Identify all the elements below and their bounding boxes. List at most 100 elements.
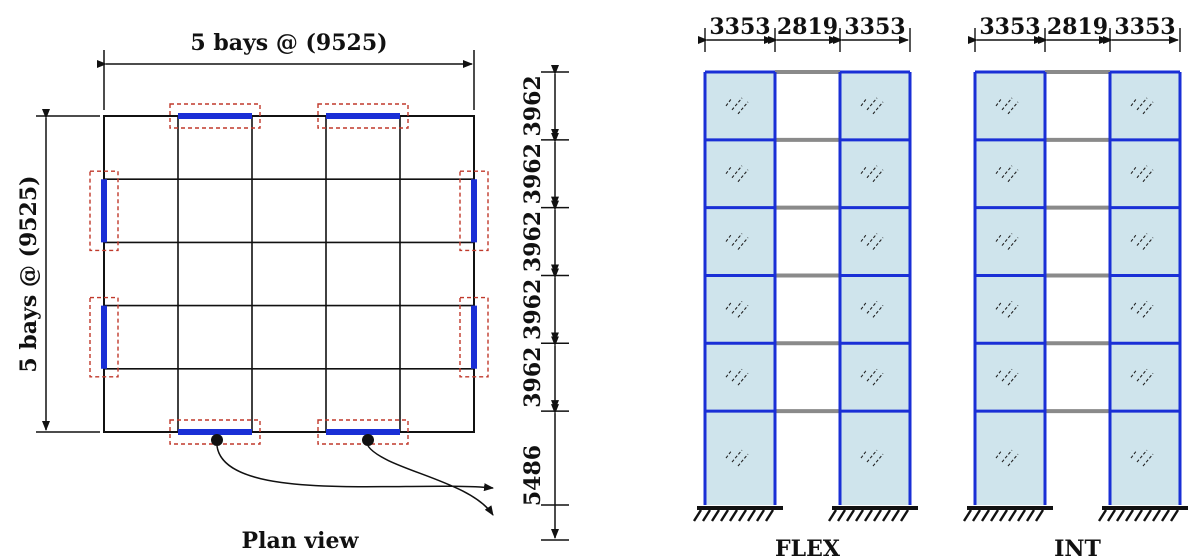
- panel-hatch: [725, 301, 733, 310]
- panel-hatch: [872, 101, 884, 115]
- panel-hatch: [995, 233, 1003, 242]
- fixed-support-hatch: [836, 509, 847, 522]
- callout-arrow-right: [367, 445, 494, 516]
- panel-hatch: [866, 368, 878, 382]
- panel-hatch: [1136, 165, 1148, 179]
- fixed-support-hatch: [890, 509, 901, 522]
- fixed-support-hatch: [899, 509, 910, 522]
- wall-panel: [975, 72, 1045, 505]
- wall-highlight-box: [89, 170, 119, 252]
- bay-width-label: 2819: [1047, 14, 1108, 40]
- plan-outline: [103, 115, 475, 433]
- panel-hatch: [1007, 169, 1019, 183]
- panel-hatch: [860, 368, 868, 378]
- bay-width-label: 3353: [979, 14, 1040, 40]
- panel-hatch: [737, 237, 749, 250]
- fixed-support-hatch: [1025, 509, 1036, 522]
- panel-hatch: [1001, 368, 1013, 382]
- fixed-support-hatch: [971, 509, 982, 522]
- panel-hatch: [1007, 372, 1019, 386]
- panel-hatch: [1001, 97, 1013, 111]
- panel-hatch: [1136, 368, 1148, 382]
- panel-hatch: [731, 165, 743, 179]
- panel-hatch: [737, 169, 749, 183]
- story-height-dimensions: 3962 3962 3962 3962 3962 5486: [520, 65, 569, 541]
- panel-hatch: [1142, 237, 1154, 250]
- plan-callout: [211, 434, 494, 516]
- elevation-caption: FLEX: [775, 536, 841, 560]
- story-height-label: 3962: [520, 143, 546, 204]
- wall-highlight-box: [169, 103, 261, 129]
- panel-hatch: [872, 305, 884, 318]
- panel-hatch: [1007, 305, 1019, 318]
- panel-hatch: [1007, 453, 1019, 467]
- wall-highlight-box: [459, 296, 489, 378]
- panel-hatch: [1130, 97, 1138, 107]
- panel-hatch: [860, 449, 868, 459]
- panel-hatch: [860, 233, 868, 242]
- fixed-support-hatch: [1034, 509, 1045, 522]
- fixed-support-hatch: [962, 509, 973, 522]
- plan-top-dimension: 5 bays @ (9525): [97, 30, 475, 110]
- story-height-label: 3962: [520, 75, 546, 136]
- fixed-support-hatch: [881, 509, 892, 522]
- callout-dot-left: [211, 434, 223, 446]
- fixed-support-hatch: [764, 509, 775, 522]
- panel-hatch: [866, 165, 878, 179]
- panel-hatch: [737, 453, 749, 467]
- panel-hatch: [1001, 233, 1013, 246]
- fixed-support-hatch: [737, 509, 748, 522]
- story-height-label: 3962: [520, 347, 546, 408]
- fixed-support-hatch: [692, 509, 703, 522]
- panel-hatch: [995, 449, 1003, 459]
- fixed-support-hatch: [854, 509, 865, 522]
- panel-hatch: [1136, 449, 1148, 463]
- fixed-support-hatch: [863, 509, 874, 522]
- panel-hatch: [866, 449, 878, 463]
- panel-hatch: [1136, 97, 1148, 111]
- fixed-support-hatch: [980, 509, 991, 522]
- panel-hatch: [866, 233, 878, 246]
- panel-hatch: [872, 372, 884, 386]
- panel-hatch: [725, 165, 733, 175]
- fixed-support-hatch: [1106, 509, 1117, 522]
- fixed-support-hatch: [746, 509, 757, 522]
- wall-highlight-box: [89, 296, 119, 378]
- panel-hatch: [1136, 233, 1148, 246]
- panel-hatch: [995, 165, 1003, 175]
- wall-panel: [1110, 72, 1180, 505]
- fixed-support-hatch: [845, 509, 856, 522]
- panel-hatch: [1130, 449, 1138, 459]
- panel-hatch: [725, 97, 733, 107]
- panel-hatch: [995, 368, 1003, 378]
- panel-hatch: [995, 97, 1003, 107]
- plan-top-dimension-label: 5 bays @ (9525): [190, 30, 387, 56]
- panel-hatch: [995, 301, 1003, 310]
- callout-dot-right: [362, 434, 374, 446]
- fixed-support-hatch: [1115, 509, 1126, 522]
- bay-width-label: 3353: [709, 14, 770, 40]
- wall-highlight-box: [459, 170, 489, 252]
- panel-hatch: [737, 372, 749, 386]
- panel-hatch: [1130, 165, 1138, 175]
- elevation-caption: INT: [1054, 536, 1101, 560]
- panel-hatch: [1142, 169, 1154, 183]
- fixed-support-hatch: [989, 509, 1000, 522]
- bay-width-label: 2819: [777, 14, 838, 40]
- panel-hatch: [1130, 233, 1138, 242]
- panel-hatch: [872, 237, 884, 250]
- fixed-support-hatch: [827, 509, 838, 522]
- wall-panel: [705, 72, 775, 505]
- panel-hatch: [725, 233, 733, 242]
- fixed-support-hatch: [710, 509, 721, 522]
- bay-width-label: 3353: [844, 14, 905, 40]
- panel-hatch: [860, 97, 868, 107]
- wall-highlight-box: [317, 419, 409, 445]
- panel-hatch: [1001, 449, 1013, 463]
- panel-hatch: [731, 233, 743, 246]
- fixed-support-hatch: [1169, 509, 1180, 522]
- panel-hatch: [872, 169, 884, 183]
- panel-hatch: [725, 449, 733, 459]
